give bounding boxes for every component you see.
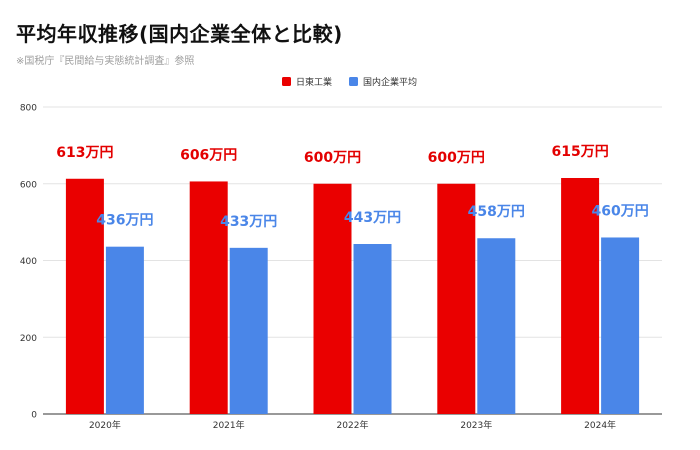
data-label: 436万円 bbox=[96, 213, 153, 229]
data-label: 600万円 bbox=[428, 150, 485, 166]
data-label: 606万円 bbox=[180, 147, 237, 163]
bar-domestic-average bbox=[229, 247, 268, 414]
x-tick-label: 2022年 bbox=[337, 419, 369, 431]
data-label: 433万円 bbox=[220, 214, 277, 230]
x-tick-label: 2021年 bbox=[213, 419, 245, 431]
bar-domestic-average bbox=[477, 238, 516, 414]
legend-swatch bbox=[282, 77, 291, 86]
source-note: ※国税庁『民間給与実態統計調査』参照 bbox=[16, 56, 195, 67]
page-title: 平均年収推移(国内企業全体と比較) bbox=[16, 22, 343, 46]
legend-swatch bbox=[349, 77, 358, 86]
x-tick-label: 2020年 bbox=[89, 419, 121, 431]
bar-nitto-kogyo bbox=[189, 181, 228, 414]
bar-nitto-kogyo bbox=[313, 183, 352, 414]
y-tick-label: 200 bbox=[20, 334, 37, 344]
data-label: 460万円 bbox=[591, 203, 648, 219]
legend-label: 国内企業平均 bbox=[363, 76, 417, 88]
legend-label: 日東工業 bbox=[296, 76, 332, 88]
bar-domestic-average bbox=[353, 243, 392, 414]
data-label: 615万円 bbox=[551, 144, 608, 160]
y-tick-label: 800 bbox=[20, 104, 37, 114]
data-label: 613万円 bbox=[56, 145, 113, 161]
y-tick-label: 0 bbox=[31, 411, 37, 421]
data-label: 600万円 bbox=[304, 150, 361, 166]
bar-nitto-kogyo bbox=[65, 178, 104, 414]
bar-domestic-average bbox=[105, 246, 144, 414]
bar-nitto-kogyo bbox=[561, 177, 600, 414]
bar-nitto-kogyo bbox=[437, 183, 476, 414]
bar-domestic-average bbox=[601, 237, 640, 414]
x-tick-label: 2024年 bbox=[584, 419, 616, 431]
x-tick-label: 2023年 bbox=[460, 419, 492, 431]
data-label: 458万円 bbox=[468, 204, 525, 220]
y-tick-label: 600 bbox=[20, 180, 37, 190]
y-tick-label: 400 bbox=[20, 257, 37, 267]
data-label: 443万円 bbox=[344, 210, 401, 226]
